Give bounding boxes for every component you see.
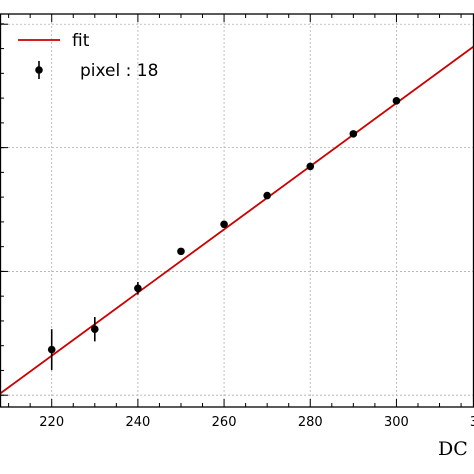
- x-tick-label: 300: [384, 415, 409, 430]
- x-ticks: [8, 14, 462, 407]
- x-tick-label: 260: [212, 415, 237, 430]
- x-tick-label: 220: [39, 415, 64, 430]
- data-point: [47, 345, 56, 354]
- data-point: [349, 130, 358, 138]
- data-point: [220, 220, 228, 229]
- data-point: [392, 97, 401, 105]
- gridlines: [0, 14, 474, 407]
- fit-line: [0, 45, 474, 395]
- legend-pixel-label: pixel : 18: [80, 61, 158, 81]
- data-point: [306, 162, 315, 171]
- legend: fit pixel : 18: [18, 31, 158, 81]
- data-point: [91, 325, 99, 333]
- x-axis-label: DC: [438, 438, 468, 460]
- x-tick-label: 240: [125, 415, 150, 430]
- data-point: [263, 191, 271, 200]
- data-point: [177, 247, 185, 256]
- x-tick-label: 280: [298, 415, 323, 430]
- data-point: [134, 284, 142, 293]
- legend-fit-label: fit: [72, 31, 90, 51]
- x-tick-label-partial: 3: [470, 415, 474, 430]
- plot-frame: [0, 13, 474, 408]
- data-series: [47, 97, 401, 371]
- legend-point-swatch: [35, 66, 43, 74]
- y-ticks: [0, 23, 8, 396]
